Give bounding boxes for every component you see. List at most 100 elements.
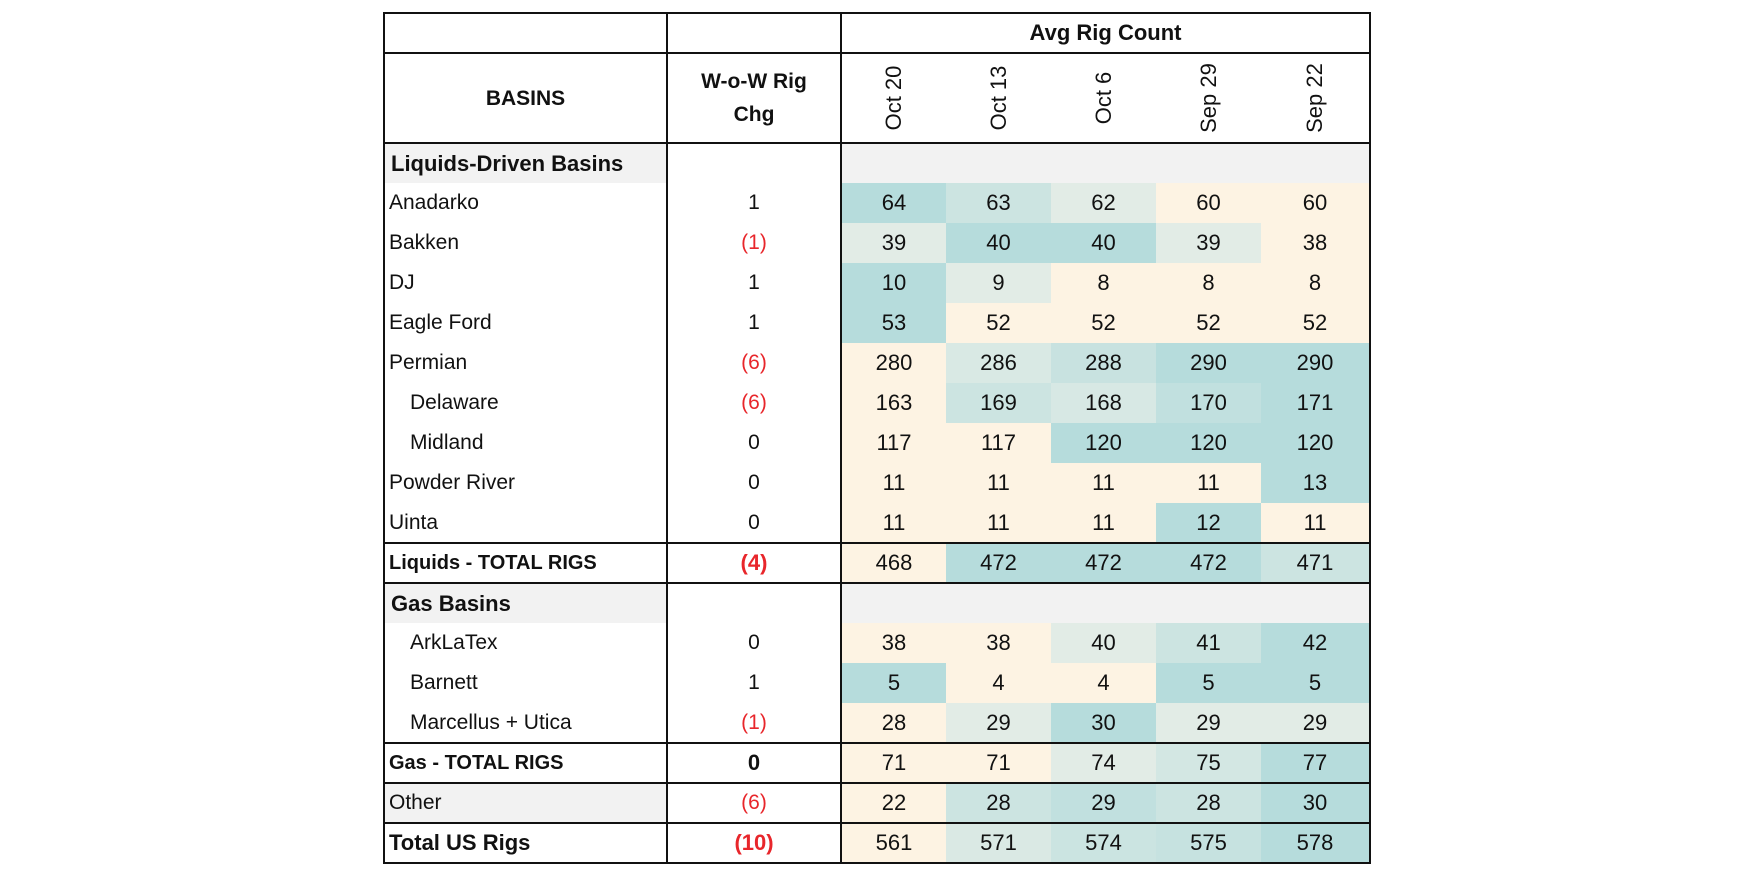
rig-count-value: 11 bbox=[1051, 503, 1156, 543]
wow-change-value: (10) bbox=[667, 822, 842, 864]
rig-count-value: 8 bbox=[1156, 263, 1261, 303]
rig-count-value: 11 bbox=[946, 463, 1051, 503]
rig-count-value: 29 bbox=[1156, 703, 1261, 743]
rig-count-value: 471 bbox=[1261, 542, 1372, 584]
rig-count-value: 13 bbox=[1261, 463, 1372, 503]
rig-count-value: 29 bbox=[946, 703, 1051, 743]
rig-count-value: 117 bbox=[841, 423, 946, 463]
basins-header: BASINS bbox=[383, 52, 668, 144]
rig-count-value: 290 bbox=[1261, 343, 1372, 383]
wow-change-value: (4) bbox=[667, 542, 842, 584]
rig-count-value: 63 bbox=[946, 183, 1051, 223]
rig-count-value: 8 bbox=[1261, 263, 1372, 303]
rig-count-value: 290 bbox=[1156, 343, 1261, 383]
rig-count-value: 571 bbox=[946, 822, 1051, 864]
wow-change-value: 0 bbox=[667, 463, 842, 503]
section-header-row: Gas Basins bbox=[383, 583, 1372, 623]
other-row: Other (6) 22 28 29 28 30 bbox=[383, 782, 1372, 824]
rig-count-value: 41 bbox=[1156, 623, 1261, 663]
rig-count-value: 163 bbox=[841, 383, 946, 423]
rig-count-value: 40 bbox=[1051, 223, 1156, 263]
rig-count-value: 472 bbox=[1051, 542, 1156, 584]
date-header: Oct 20 bbox=[840, 52, 946, 144]
rig-count-value: 11 bbox=[841, 503, 946, 543]
date-label: Sep 22 bbox=[1302, 63, 1328, 133]
rig-count-value: 30 bbox=[1051, 703, 1156, 743]
wow-change-value: 1 bbox=[667, 183, 842, 223]
table-row: Permian (6) 280 286 288 290 290 bbox=[383, 343, 1372, 383]
table-row: DJ 1 10 9 8 8 8 bbox=[383, 263, 1372, 303]
wow-change-header-line1: W-o-W Rig bbox=[701, 70, 807, 93]
rig-count-value: 28 bbox=[946, 782, 1051, 824]
wow-change-value: (6) bbox=[667, 782, 842, 824]
wow-change-value: 0 bbox=[667, 503, 842, 543]
wow-change-value: 0 bbox=[667, 423, 842, 463]
wow-change-value: 0 bbox=[667, 742, 842, 784]
table-row: Eagle Ford 1 53 52 52 52 52 bbox=[383, 303, 1372, 343]
rig-count-value: 472 bbox=[946, 542, 1051, 584]
table-row: Uinta 0 11 11 11 12 11 bbox=[383, 503, 1372, 543]
rig-count-value: 62 bbox=[1051, 183, 1156, 223]
rig-count-value: 578 bbox=[1261, 822, 1372, 864]
super-header-blank-basins bbox=[383, 12, 668, 54]
rig-count-value: 42 bbox=[1261, 623, 1372, 663]
wow-change-value: (6) bbox=[667, 383, 842, 423]
basin-name: ArkLaTex bbox=[383, 623, 668, 663]
rig-count-value: 64 bbox=[841, 183, 946, 223]
rig-count-value: 5 bbox=[1156, 663, 1261, 703]
rig-count-value: 561 bbox=[841, 822, 946, 864]
section-change-blank bbox=[667, 583, 842, 623]
rig-count-value: 12 bbox=[1156, 503, 1261, 543]
rig-count-value: 117 bbox=[946, 423, 1051, 463]
rig-count-value: 52 bbox=[1051, 303, 1156, 343]
table-row: Anadarko 1 64 63 62 60 60 bbox=[383, 183, 1372, 223]
basin-name: Marcellus + Utica bbox=[383, 703, 668, 743]
section-title: Liquids-Driven Basins bbox=[383, 143, 668, 183]
rig-count-value: 170 bbox=[1156, 383, 1261, 423]
basin-name: Barnett bbox=[383, 663, 668, 703]
section-values-blank bbox=[841, 143, 1372, 183]
table-row: Bakken (1) 39 40 40 39 38 bbox=[383, 223, 1372, 263]
rig-count-value: 11 bbox=[1156, 463, 1261, 503]
rig-count-value: 8 bbox=[1051, 263, 1156, 303]
rig-count-value: 38 bbox=[946, 623, 1051, 663]
rig-count-value: 52 bbox=[1156, 303, 1261, 343]
date-header: Sep 29 bbox=[1156, 52, 1261, 144]
wow-change-value: (1) bbox=[667, 703, 842, 743]
basin-name: Uinta bbox=[383, 503, 668, 543]
date-header: Oct 13 bbox=[946, 52, 1051, 144]
wow-change-value: 0 bbox=[667, 623, 842, 663]
basin-name: Powder River bbox=[383, 463, 668, 503]
rig-count-value: 30 bbox=[1261, 782, 1372, 824]
date-label: Oct 20 bbox=[881, 65, 906, 131]
table-row: Delaware (6) 163 169 168 170 171 bbox=[383, 383, 1372, 423]
wow-change-value: (6) bbox=[667, 343, 842, 383]
basin-name: Total US Rigs bbox=[383, 822, 668, 864]
rig-count-value: 29 bbox=[1261, 703, 1372, 743]
date-header: Sep 22 bbox=[1261, 52, 1372, 144]
wow-change-header-line2: Chg bbox=[733, 103, 775, 126]
wow-change-value: (1) bbox=[667, 223, 842, 263]
rig-count-value: 22 bbox=[841, 782, 946, 824]
rig-count-value: 168 bbox=[1051, 383, 1156, 423]
section-values-blank bbox=[841, 583, 1372, 623]
date-header: Oct 6 bbox=[1051, 52, 1156, 144]
rig-count-value: 52 bbox=[946, 303, 1051, 343]
rig-count-value: 5 bbox=[841, 663, 946, 703]
gas-total-row: Gas - TOTAL RIGS 0 71 71 74 75 77 bbox=[383, 742, 1372, 784]
grand-total-row: Total US Rigs (10) 561 571 574 575 578 bbox=[383, 822, 1372, 864]
super-header-row: Avg Rig Count bbox=[383, 12, 1372, 54]
rig-count-value: 60 bbox=[1261, 183, 1372, 223]
table-row: Powder River 0 11 11 11 11 13 bbox=[383, 463, 1372, 503]
basin-name: Bakken bbox=[383, 223, 668, 263]
rig-count-value: 38 bbox=[1261, 223, 1372, 263]
section-change-blank bbox=[667, 143, 842, 183]
rig-count-value: 280 bbox=[841, 343, 946, 383]
column-header-row: BASINS W-o-W Rig Chg Oct 20 Oct 13 Oct 6… bbox=[383, 52, 1372, 144]
table-row: Midland 0 117 117 120 120 120 bbox=[383, 423, 1372, 463]
rig-count-value: 39 bbox=[841, 223, 946, 263]
table-row: ArkLaTex 0 38 38 40 41 42 bbox=[383, 623, 1372, 663]
rig-count-value: 11 bbox=[841, 463, 946, 503]
rig-count-value: 38 bbox=[841, 623, 946, 663]
rig-count-value: 171 bbox=[1261, 383, 1372, 423]
